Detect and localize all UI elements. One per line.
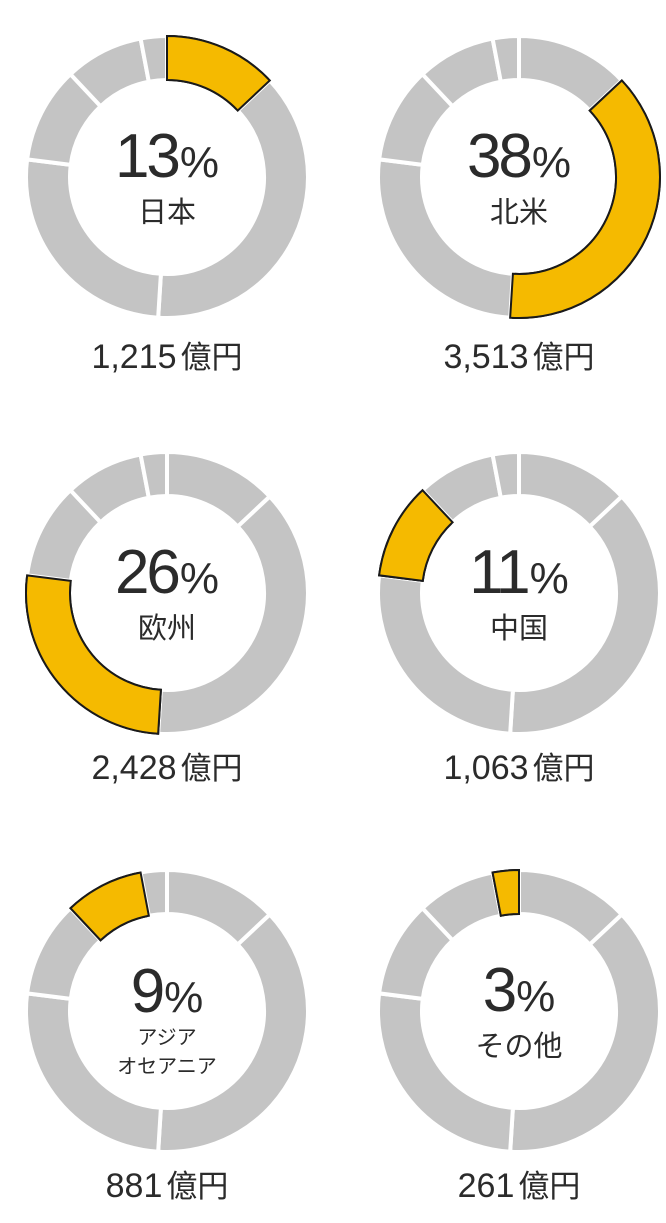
amount-label: 1,215 億円 <box>91 338 242 376</box>
donut-chart-1: 13% 日本 1,215 億円 <box>24 33 310 376</box>
region-label: 北米 <box>490 195 548 229</box>
percent-label: 9% <box>131 957 204 1026</box>
region-label: 欧州 <box>138 611 196 645</box>
donut-chart-2: 38% 北米 3,513 億円 <box>376 33 661 376</box>
donut-chart-6: 3% その他 261 億円 <box>376 867 662 1205</box>
donut-slice-highlight-outline <box>166 34 272 113</box>
amount-label: 1,063 億円 <box>443 749 594 787</box>
donut-slice <box>156 911 310 1154</box>
percent-label: 26% <box>115 538 219 607</box>
donut-slice <box>508 493 662 736</box>
percent-label: 3% <box>483 956 556 1025</box>
region-label: 中国 <box>490 611 548 645</box>
amount-label: 881 億円 <box>106 1167 229 1205</box>
amount-label: 261 億円 <box>458 1167 581 1205</box>
donut-slice <box>490 449 521 501</box>
percent-label: 11% <box>469 538 569 607</box>
amount-label: 2,428 億円 <box>91 749 242 787</box>
region-label: その他 <box>475 1029 562 1063</box>
donut-slice-highlight-outline <box>377 488 455 582</box>
donut-slice-highlight-outline <box>491 868 520 917</box>
donut-slice <box>156 77 310 320</box>
donut-slice-highlight-outline <box>69 871 150 942</box>
amount-label: 3,513 億円 <box>443 338 594 376</box>
donut-slice <box>138 449 169 501</box>
donut-chart-3: 26% 欧州 2,428 億円 <box>24 449 310 787</box>
donut-slice-highlight-outline <box>509 79 661 319</box>
percent-label: 13% <box>115 122 219 191</box>
donut-slice-highlight-outline <box>25 574 162 735</box>
donut-slice <box>490 33 521 85</box>
region-label: オセアニア <box>117 1054 217 1078</box>
donut-slice <box>156 493 310 736</box>
donut-slice <box>508 911 662 1154</box>
percent-label: 38% <box>467 122 571 191</box>
region-label: アジア <box>137 1025 196 1049</box>
donut-chart-4: 11% 中国 1,063 億円 <box>376 449 662 787</box>
region-label: 日本 <box>138 195 196 229</box>
